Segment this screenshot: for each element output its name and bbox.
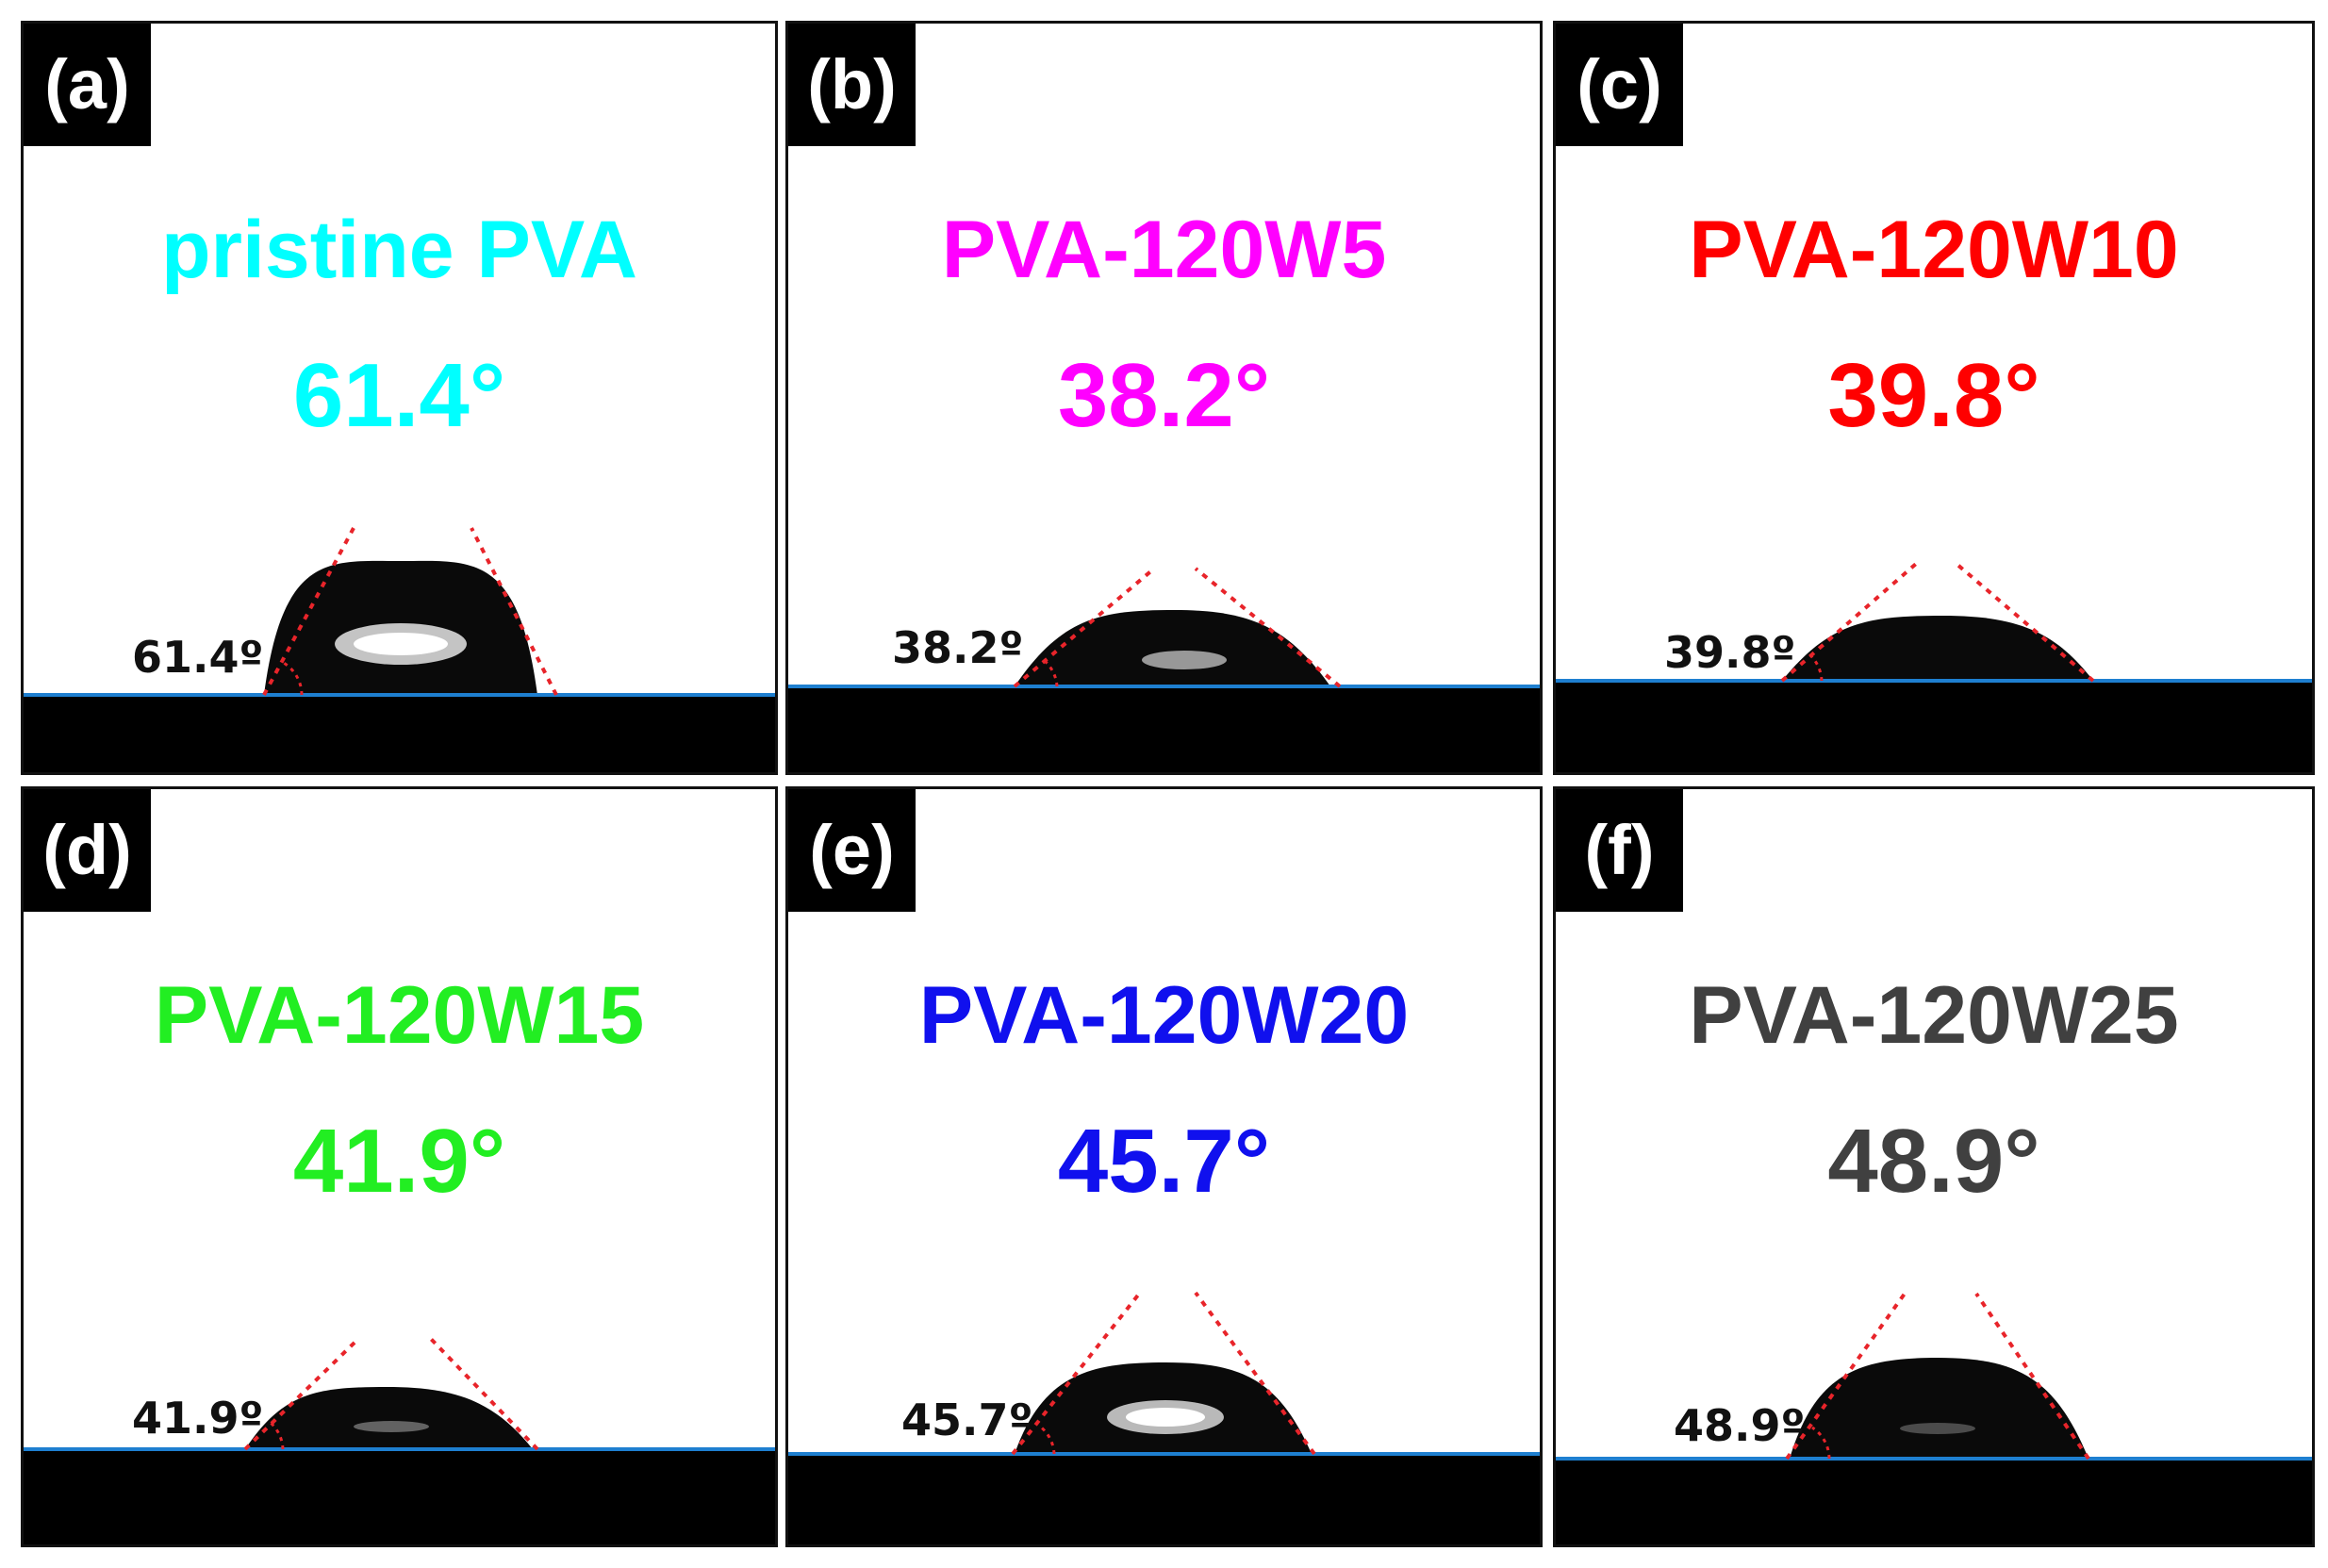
droplet — [1790, 1358, 2089, 1459]
tangent-left — [1780, 562, 1918, 683]
droplet-image-e — [788, 1291, 1540, 1544]
angle-arc — [1811, 1426, 1831, 1460]
substrate — [24, 695, 775, 772]
contact-angle-value: 38.2° — [1057, 345, 1271, 446]
droplet-highlight-core — [354, 633, 448, 655]
droplet-image-b — [788, 567, 1540, 772]
substrate — [1556, 1459, 2312, 1544]
substrate — [788, 1454, 1540, 1544]
panel-e: (e) PVA-120W20 45.7° 45.7º — [785, 786, 1543, 1547]
inset-angle-label: 48.9º — [1674, 1400, 1806, 1451]
contact-angle-value: 45.7° — [1057, 1111, 1271, 1212]
sample-name: PVA-120W15 — [154, 970, 645, 1061]
panel-letter: (b) — [788, 24, 916, 146]
panel-letter: (c) — [1556, 24, 1683, 146]
panel-f: (f) PVA-120W25 48.9° 48.9º — [1553, 786, 2315, 1547]
contact-angle-value: 48.9° — [1827, 1111, 2040, 1212]
tangent-right — [1974, 1292, 2090, 1461]
tangent-right — [1194, 1291, 1316, 1456]
droplet-highlight — [1900, 1423, 1975, 1434]
panel-b: (b) PVA-120W5 38.2° 38.2º — [785, 21, 1543, 775]
contact-angle-value: 39.8° — [1827, 345, 2040, 446]
droplet-image-c — [1556, 562, 2312, 772]
sample-name: PVA-120W10 — [1689, 205, 2179, 295]
tangent-left — [243, 1337, 360, 1451]
droplet — [245, 1387, 533, 1449]
panel-c: (c) PVA-120W10 39.8° 39.8º — [1553, 21, 2315, 775]
contact-angle-value: 41.9° — [292, 1111, 506, 1212]
sample-name: PVA-120W5 — [941, 205, 1387, 295]
panel-a: (a) pristine PVA 61.4° 61.4º — [21, 21, 778, 775]
sample-name: PVA-120W20 — [918, 970, 1410, 1061]
inset-angle-label: 41.9º — [132, 1393, 264, 1444]
sample-name: PVA-120W25 — [1689, 970, 2179, 1061]
panel-letter: (f) — [1556, 789, 1683, 912]
angle-arc — [1043, 659, 1059, 687]
droplet-highlight-core — [1126, 1408, 1205, 1427]
panel-letter: (d) — [24, 789, 151, 912]
angle-arc — [1038, 1424, 1056, 1455]
droplet-image-f — [1556, 1292, 2312, 1544]
inset-angle-label: 38.2º — [892, 622, 1024, 673]
substrate — [1556, 681, 2312, 772]
droplet-image-a — [24, 527, 775, 772]
droplet — [1782, 616, 2093, 681]
tangent-left — [1785, 1292, 1907, 1461]
tangent-right — [429, 1337, 539, 1451]
droplet-highlight — [1142, 651, 1227, 669]
substrate — [24, 1449, 775, 1544]
sample-name: pristine PVA — [161, 205, 637, 295]
panel-letter: (e) — [788, 789, 916, 912]
panel-letter: (a) — [24, 24, 151, 146]
angle-arc — [1808, 653, 1824, 682]
contact-angle-value: 61.4° — [292, 345, 506, 446]
droplet-highlight — [354, 1421, 429, 1432]
tangent-right — [1955, 562, 2095, 683]
substrate — [788, 686, 1540, 772]
tangent-left — [1013, 567, 1156, 688]
droplet-image-d — [24, 1337, 775, 1544]
inset-angle-label: 61.4º — [132, 632, 264, 683]
inset-angle-label: 45.7º — [901, 1395, 1033, 1445]
angle-arc — [269, 1421, 285, 1450]
droplet — [1015, 610, 1330, 686]
panel-d: (d) PVA-120W15 41.9° 41.9º — [21, 786, 778, 1547]
tangent-left — [1011, 1291, 1142, 1456]
inset-angle-label: 39.8º — [1664, 627, 1796, 678]
